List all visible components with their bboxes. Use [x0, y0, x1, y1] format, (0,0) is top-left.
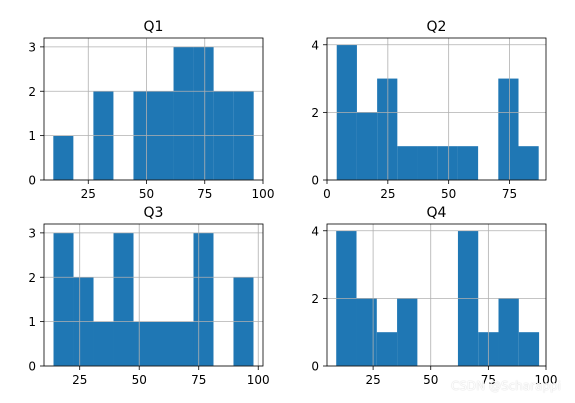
y-tick-label: 2	[28, 271, 36, 285]
histogram-bar	[457, 146, 479, 180]
y-tick-label: 2	[311, 292, 319, 306]
x-tick-label: 25	[81, 187, 96, 201]
x-tick-label: 100	[535, 373, 558, 387]
histogram-bar	[376, 332, 398, 366]
x-tick-label: 100	[252, 187, 275, 201]
x-tick-label: 75	[191, 373, 206, 387]
subplot-title: Q1	[144, 19, 164, 35]
x-tick-label: 0	[323, 187, 331, 201]
y-tick-label: 1	[28, 129, 36, 143]
subplot-title: Q2	[427, 19, 447, 35]
histogram-bar	[113, 232, 134, 367]
histogram-bar	[173, 321, 194, 367]
subplot-q2: 0 25 50 75 0 2 4 Q2	[311, 19, 547, 201]
histogram-bar	[397, 298, 418, 366]
subplot-q4: 25 50 75 100 0 2 4 Q4	[311, 205, 557, 387]
x-tick-label: 50	[423, 373, 438, 387]
histogram-bar	[518, 332, 540, 366]
y-tick-label: 2	[311, 106, 319, 120]
histogram-bar	[133, 321, 154, 367]
x-tick-label: 25	[72, 373, 87, 387]
histogram-bar	[518, 146, 539, 180]
subplot-q3: 25 50 75 100 0 1 2 3 Q3	[28, 205, 269, 387]
x-tick-label: 100	[247, 373, 270, 387]
subplot-q1: 25 50 75 100 0 1 2 3 Q1	[28, 19, 274, 201]
y-tick-label: 4	[311, 224, 319, 238]
histogram-bar	[153, 321, 174, 367]
histogram-bar	[356, 112, 378, 180]
histogram-bar	[397, 146, 418, 180]
subplot-title: Q4	[427, 205, 447, 221]
x-tick-label: 25	[365, 373, 380, 387]
y-tick-label: 0	[311, 174, 319, 188]
histogram-bar	[437, 146, 458, 180]
x-tick-label: 75	[197, 187, 212, 201]
y-tick-label: 1	[28, 315, 36, 329]
x-tick-label: 25	[380, 187, 395, 201]
subplot-title: Q3	[144, 205, 164, 221]
histogram-bar	[417, 146, 438, 180]
y-tick-label: 2	[28, 85, 36, 99]
histogram-bar	[498, 298, 519, 366]
x-tick-label: 75	[502, 187, 517, 201]
histogram-bar	[173, 46, 194, 181]
y-tick-label: 0	[28, 174, 36, 188]
y-tick-label: 3	[28, 226, 36, 240]
histogram-bar	[377, 78, 398, 180]
histogram-bar	[53, 135, 74, 181]
histogram-bar	[53, 232, 74, 367]
y-tick-label: 3	[28, 40, 36, 54]
histogram-bar	[193, 46, 214, 181]
axes-frame	[43, 223, 264, 367]
x-tick-label: 75	[481, 373, 496, 387]
histogram-bar	[93, 321, 114, 367]
axes-frame	[326, 37, 547, 181]
y-tick-label: 0	[311, 360, 319, 374]
histogram-bar	[356, 298, 377, 366]
histogram-bar	[498, 78, 519, 180]
axes-frame	[326, 223, 547, 367]
y-tick-label: 4	[311, 38, 319, 52]
x-tick-label: 50	[132, 373, 147, 387]
x-tick-label: 50	[441, 187, 456, 201]
x-tick-label: 50	[139, 187, 154, 201]
histogram-bar	[193, 232, 214, 367]
y-tick-label: 0	[28, 360, 36, 374]
axes-frame	[43, 37, 264, 181]
